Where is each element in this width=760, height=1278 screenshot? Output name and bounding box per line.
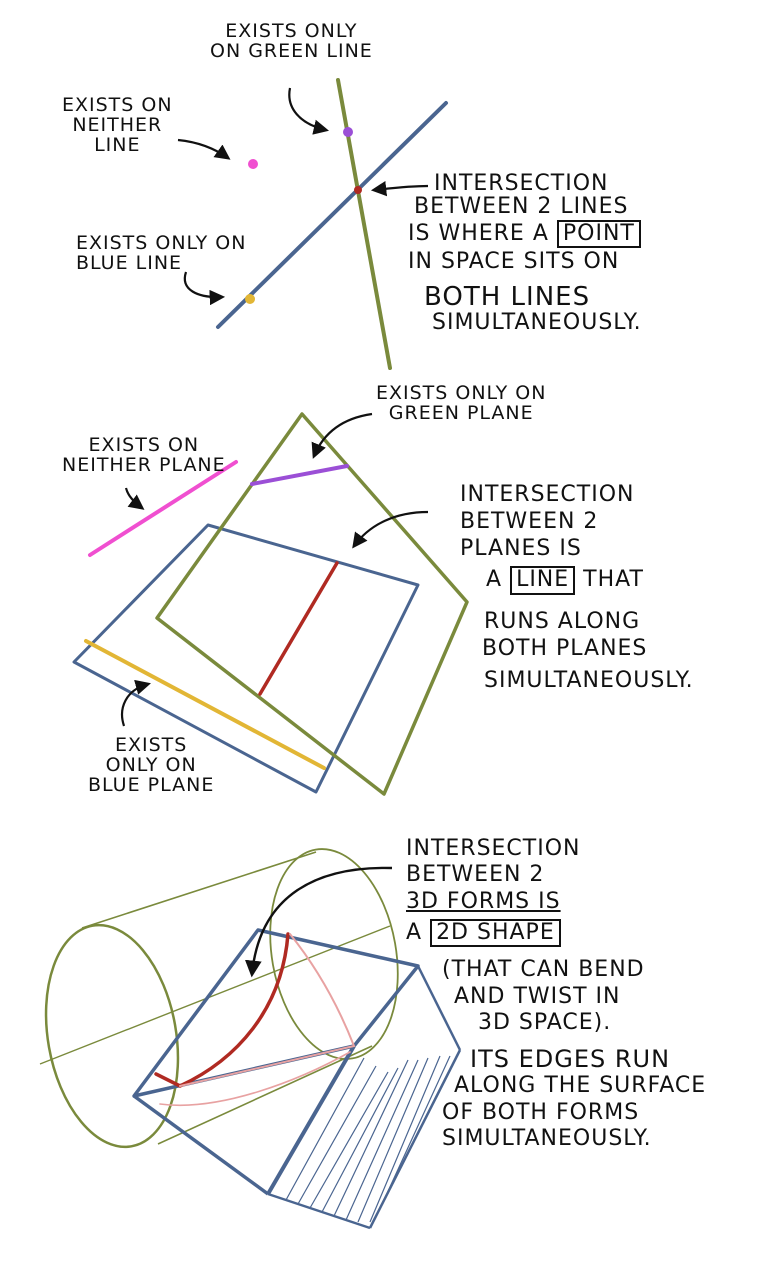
explanation-text: along the surface <box>454 1073 707 1099</box>
label-text: blue plane <box>88 773 215 796</box>
label-text: Exists only on <box>376 382 547 404</box>
purple-point <box>343 127 353 137</box>
keyword-box-2d-shape: 2D shape <box>430 919 561 948</box>
explanation-text: between 2 <box>406 862 545 888</box>
explanation-row: is where a point <box>408 220 641 249</box>
explanation-text: between 2 <box>460 508 599 534</box>
explanation-text: both lines <box>424 282 591 312</box>
explanation-text: that <box>583 567 644 593</box>
cylinder-back-ellipse <box>269 848 399 1060</box>
box-side-hatching <box>285 1055 451 1223</box>
label-text: Exists only on <box>76 232 247 254</box>
explanation-text: Intersection <box>434 171 609 196</box>
explanation-text: runs along <box>484 608 641 634</box>
pink-segment <box>88 460 238 557</box>
label-text: on green line <box>210 39 373 62</box>
label-text: neither plane <box>62 453 226 476</box>
label-neither-line: Exists on neither line <box>62 94 173 156</box>
cylinder-front-ellipse <box>44 923 180 1149</box>
cylinder-bottom-edge <box>157 1045 373 1145</box>
explanation-text: a <box>406 920 423 946</box>
arrow-to-intersection-shape <box>244 866 393 978</box>
explanation-lines: Intersection between 2 lines is where a … <box>408 171 641 273</box>
red-intersection-curve <box>154 932 290 1088</box>
box-side-top-edge <box>416 965 462 1051</box>
label-neither-plane: Exists on neither plane <box>62 434 226 476</box>
keyword-box-point: point <box>556 220 641 249</box>
red-intersection-point <box>354 186 362 194</box>
explanation-text: between 2 lines <box>414 194 629 220</box>
purple-segment <box>250 464 349 486</box>
explanation-forms: Intersection between 2 3D forms is a 2D … <box>406 836 706 1153</box>
explanation-text: of both forms <box>442 1099 640 1125</box>
yellow-segment <box>84 639 326 770</box>
green-cylinder <box>39 848 399 1149</box>
arrow-to-yellow-segment <box>121 679 151 727</box>
pale-red-intersection-curve <box>179 933 356 1087</box>
explanation-text: both planes <box>482 635 648 661</box>
arrow-to-pink-point <box>177 138 231 160</box>
explanation-text: and twist in <box>454 983 621 1009</box>
label-blue-plane-only: Exists only on blue plane <box>88 734 215 796</box>
cylinder-top-edge <box>81 851 317 929</box>
explanation-text: is where a <box>408 221 549 247</box>
box-near-vertical-edge <box>132 1094 270 1196</box>
label-text: line <box>94 133 141 156</box>
explanation-text: Its edges run <box>470 1044 671 1073</box>
explanation-text: simultaneously. <box>442 1126 652 1152</box>
explanation-text: Intersection <box>460 482 635 507</box>
label-text: only on <box>105 753 197 776</box>
label-green-line-only: Exists only on green line <box>210 20 373 62</box>
explanation-text: planes is <box>460 535 582 561</box>
explanation-text: Intersection <box>406 836 581 861</box>
label-text: Exists <box>114 734 188 756</box>
blue-box <box>132 928 462 1230</box>
yellow-point <box>245 294 255 304</box>
label-text: green plane <box>388 401 534 424</box>
box-far-vertical-edge <box>266 1044 356 1196</box>
label-text: blue line <box>76 251 183 274</box>
explanation-text: simultaneously. <box>484 668 694 694</box>
explanation-text: simultaneously. <box>432 310 642 336</box>
arrow-to-yellow-point <box>183 271 226 306</box>
blue-line <box>216 101 448 329</box>
arrow-to-purple-point <box>288 87 330 135</box>
label-text: neither <box>72 113 163 136</box>
explanation-planes: Intersection between 2 planes is a line … <box>460 482 694 695</box>
explanation-row: a 2D shape <box>406 919 706 948</box>
lines-section <box>177 78 448 370</box>
cylinder-axis <box>39 925 391 1065</box>
label-text: Exists only <box>225 20 358 42</box>
arrow-to-intersection-point <box>370 180 429 197</box>
explanation-lines-emphasis: both lines simultaneously. <box>424 282 642 336</box>
explanation-text: in space sits on <box>408 249 620 275</box>
arrow-to-purple-segment <box>311 412 373 459</box>
explanation-row: a line that <box>486 566 694 595</box>
explanation-text: (that can bend <box>442 957 645 983</box>
label-text: Exists on <box>88 434 200 456</box>
label-blue-line-only: Exists only on blue line <box>76 232 247 274</box>
planes-section <box>72 412 469 796</box>
green-line <box>336 78 392 370</box>
label-green-plane-only: Exists only on green plane <box>376 382 547 424</box>
arrow-to-red-intersection-line <box>352 510 429 549</box>
label-text: Exists on <box>62 94 173 116</box>
explanation-text: a <box>486 567 503 593</box>
pale-red-hidden-curve <box>159 1051 351 1106</box>
red-intersection-line <box>258 561 339 696</box>
blue-plane <box>72 523 420 794</box>
pink-point <box>248 159 258 169</box>
forms-section <box>39 848 462 1230</box>
arrow-to-pink-segment <box>124 487 145 510</box>
explanation-text: 3D forms is <box>406 888 561 914</box>
keyword-box-line: line <box>510 566 576 595</box>
box-bottom-edge <box>267 1192 371 1230</box>
explanation-text: 3D space). <box>478 1010 612 1036</box>
